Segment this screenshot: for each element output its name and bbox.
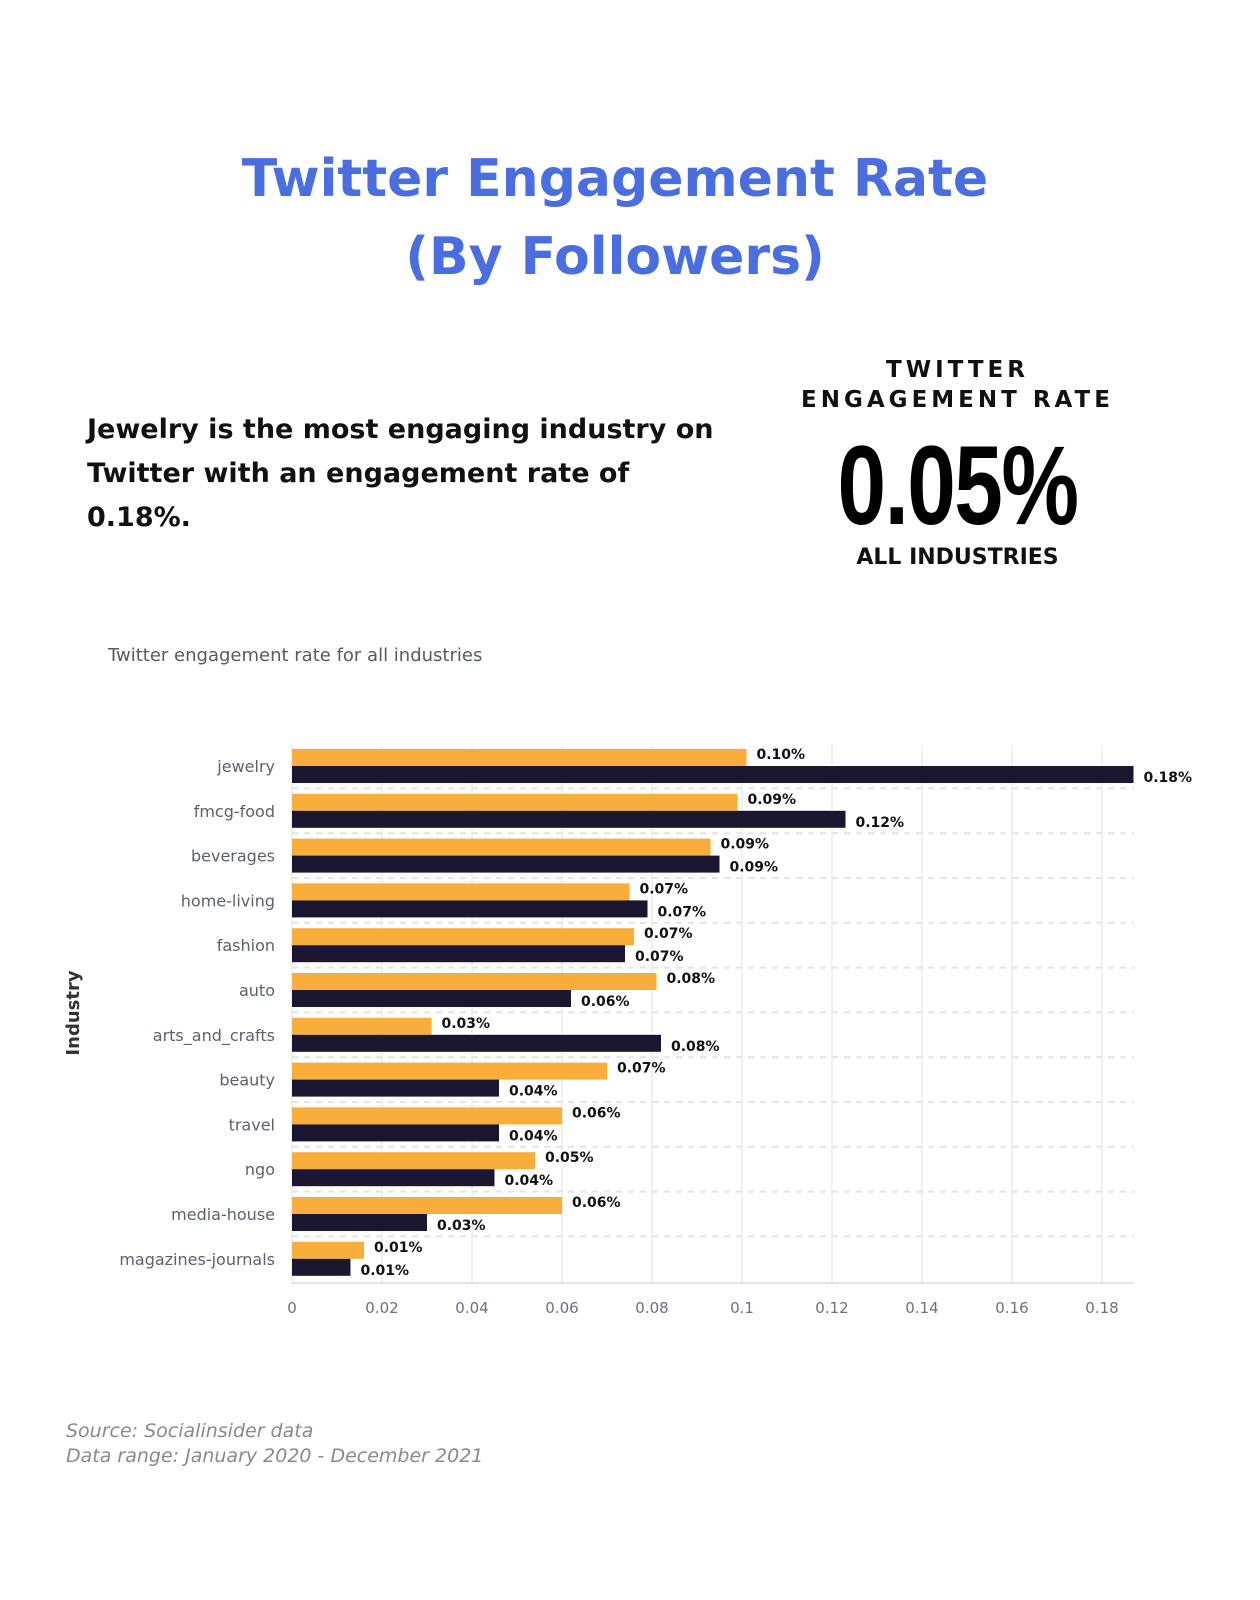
- x-tick-label: 0.18: [1085, 1299, 1118, 1317]
- data-label: 0.07%: [644, 926, 693, 942]
- kpi-value: 0.05%: [837, 423, 1079, 548]
- bar-navy-magazines-journals: [292, 1258, 351, 1276]
- x-tick-label: 0.12: [815, 1299, 848, 1317]
- bar-navy-jewelry: [292, 766, 1134, 783]
- data-label: 0.10%: [757, 747, 806, 763]
- date-range-note: Data range: January 2020 - December 2021: [66, 1445, 484, 1467]
- x-tick-label: 0.06: [545, 1299, 578, 1317]
- source-note: Source: Socialinsider data: [66, 1420, 314, 1442]
- data-label: 0.09%: [748, 792, 797, 808]
- bar-navy-beverages: [292, 855, 720, 873]
- bar-orange-travel: [292, 1107, 562, 1125]
- page-title-line2: (By Followers): [405, 227, 825, 287]
- data-label: 0.08%: [671, 1039, 720, 1055]
- data-label: 0.04%: [505, 1173, 554, 1189]
- data-label: 0.06%: [572, 1195, 621, 1211]
- bar-orange-jewelry: [292, 749, 747, 766]
- data-label: 0.01%: [361, 1263, 410, 1279]
- data-label: 0.01%: [374, 1240, 423, 1256]
- x-tick-label: 0.08: [635, 1299, 668, 1317]
- data-label: 0.05%: [545, 1150, 594, 1166]
- bar-navy-media-house: [292, 1214, 427, 1231]
- bar-navy-arts_and_crafts: [292, 1034, 661, 1052]
- data-label: 0.12%: [856, 815, 905, 831]
- bar-orange-ngo: [292, 1152, 535, 1170]
- x-tick-label: 0.02: [365, 1299, 398, 1317]
- y-category-label: fmcg-food: [194, 802, 275, 821]
- kpi-sublabel: ALL INDUSTRIES: [856, 545, 1059, 570]
- data-label: 0.07%: [640, 881, 689, 897]
- page-title: Twitter Engagement Rate: [241, 149, 989, 209]
- bar-orange-fmcg-food: [292, 793, 738, 811]
- y-axis-title: Industry: [63, 970, 84, 1055]
- bar-orange-media-house: [292, 1197, 562, 1214]
- bar-navy-travel: [292, 1124, 499, 1142]
- data-label: 0.08%: [667, 971, 716, 987]
- chart-subtitle: Twitter engagement rate for all industri…: [108, 645, 483, 666]
- bar-orange-fashion: [292, 928, 634, 946]
- bar-orange-magazines-journals: [292, 1241, 364, 1259]
- bar-orange-arts_and_crafts: [292, 1017, 432, 1035]
- y-category-label: media-house: [171, 1205, 275, 1224]
- data-label: 0.03%: [442, 1016, 491, 1032]
- y-category-label: jewelry: [216, 757, 275, 776]
- data-label: 0.03%: [437, 1218, 486, 1234]
- y-category-label: travel: [229, 1115, 275, 1134]
- data-label: 0.07%: [617, 1061, 666, 1077]
- kpi-label-line2: ENGAGEMENT RATE: [801, 387, 1114, 413]
- bar-orange-auto: [292, 973, 657, 990]
- data-label: 0.04%: [509, 1128, 558, 1144]
- x-tick-label: 0.14: [905, 1299, 938, 1317]
- bar-navy-fashion: [292, 945, 625, 963]
- data-label: 0.06%: [581, 994, 630, 1010]
- bar-navy-fmcg-food: [292, 810, 846, 828]
- y-category-label: beverages: [191, 847, 275, 866]
- y-category-label: home-living: [181, 891, 275, 910]
- y-category-label: magazines-journals: [119, 1250, 275, 1269]
- headline-text: Jewelry is the most engaging industry on…: [87, 414, 714, 533]
- data-label: 0.07%: [658, 904, 707, 920]
- bar-chart: 0 0.02 0.04 0.06 0.08 0.1 0.12 0.14 0.16 0.18 jewe…: [63, 745, 1193, 1317]
- y-category-label: fashion: [217, 936, 275, 955]
- x-tick-label: 0.04: [455, 1299, 488, 1317]
- bar-navy-home-living: [292, 900, 648, 918]
- x-tick-label: 0: [287, 1299, 297, 1317]
- kpi-label: TWITTER: [886, 357, 1029, 383]
- y-category-label: beauty: [219, 1071, 275, 1090]
- bar-navy-beauty: [292, 1079, 499, 1097]
- bar-navy-ngo: [292, 1169, 495, 1187]
- bar-orange-beverages: [292, 838, 711, 856]
- bar-orange-beauty: [292, 1062, 607, 1080]
- y-category-label: ngo: [245, 1160, 275, 1179]
- y-category-label: auto: [239, 981, 275, 1000]
- data-label: 0.18%: [1144, 770, 1193, 786]
- data-label: 0.09%: [721, 837, 770, 853]
- bar-navy-auto: [292, 990, 571, 1007]
- data-label: 0.07%: [635, 949, 684, 965]
- data-label: 0.09%: [730, 860, 779, 876]
- y-category-label: arts_and_crafts: [153, 1026, 275, 1046]
- data-label: 0.04%: [509, 1084, 558, 1100]
- data-label: 0.06%: [572, 1105, 621, 1121]
- x-tick-label: 0.1: [730, 1299, 754, 1317]
- bar-orange-home-living: [292, 883, 630, 901]
- x-tick-label: 0.16: [995, 1299, 1028, 1317]
